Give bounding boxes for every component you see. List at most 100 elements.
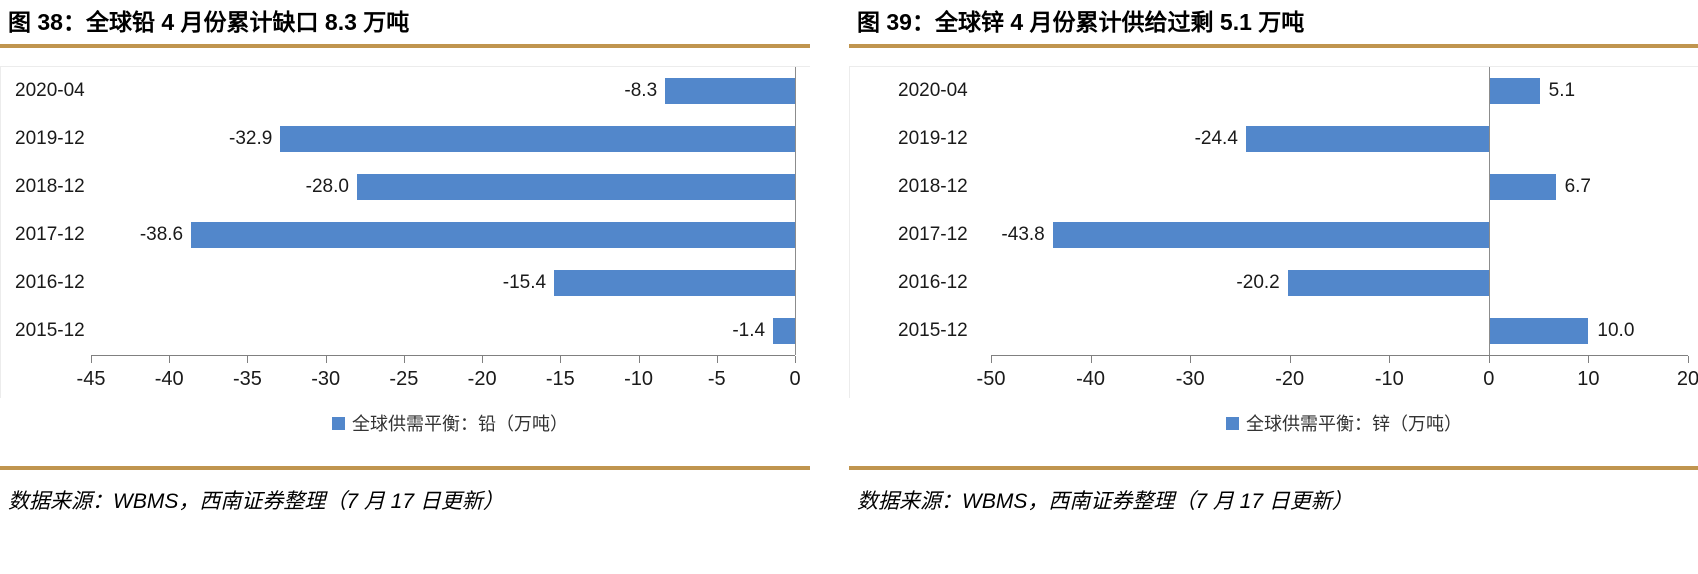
x-axis: -45 -40 -35 -30 -25 -20 -15 -10 -5 0 [77, 356, 801, 398]
value-label: -28.0 [305, 176, 349, 197]
bar [191, 222, 795, 248]
bar [554, 270, 795, 296]
value-label: -8.3 [624, 80, 658, 101]
source-text: 数据来源：WBMS，西南证券整理（7 月 17 日更新） [857, 490, 1353, 513]
bar [1488, 174, 1556, 200]
x-axis-tick [795, 356, 796, 363]
legend-swatch-icon [332, 416, 345, 430]
category-label: 2020-04 [15, 80, 85, 101]
x-axis-tick [482, 356, 484, 363]
x-axis-tick-label: -30 [311, 368, 341, 390]
x-axis-tick-label: -15 [545, 368, 575, 390]
report-figure-row: 图 38：全球铅 4 月份累计缺口 8.3 万吨 2020-04 2019-12 2… [0, 0, 1698, 515]
x-axis-tick-label: 10 [1577, 368, 1600, 390]
x-axis-tick-label: -10 [1374, 368, 1404, 390]
bar-chart-lead: 2020-04 2019-12 2018-12 2017-12 2016-12 2015-… [0, 66, 810, 398]
bar [665, 78, 795, 104]
x-axis-tick [638, 356, 640, 363]
bar [1052, 222, 1489, 248]
legend-swatch-icon [1226, 416, 1239, 430]
bar [280, 126, 795, 152]
bar [1488, 78, 1540, 104]
x-axis-tick-label: -40 [1076, 368, 1106, 390]
value-label: -15.4 [502, 272, 547, 293]
x-axis-tick-label: -45 [76, 368, 106, 390]
x-axis-tick-label: -50 [976, 368, 1006, 390]
x-axis-tick [247, 356, 249, 363]
legend: 全球供需平衡：锌（万吨） [990, 410, 1698, 436]
title-rule [849, 44, 1698, 48]
legend-label: 全球供需平衡：铅（万吨） [352, 414, 568, 434]
x-axis-tick [1389, 356, 1391, 363]
value-label: 6.7 [1564, 176, 1591, 197]
bar-chart-zinc: 2020-04 2019-12 2018-12 2017-12 2016-12 2015-… [849, 66, 1698, 398]
x-axis-tick [169, 356, 171, 363]
x-axis-tick-label: -25 [389, 368, 419, 390]
chart-panel-lead: 图 38：全球铅 4 月份累计缺口 8.3 万吨 2020-04 2019-12 2… [0, 0, 849, 515]
x-axis-tick-label: -35 [232, 368, 262, 390]
x-axis-tick-label: 20 [1676, 368, 1698, 390]
figure-title-lead: 图 38：全球铅 4 月份累计缺口 8.3 万吨 [8, 9, 410, 35]
value-label: -20.2 [1236, 272, 1280, 293]
category-label: 2016-12 [898, 272, 968, 293]
x-axis-tick-label: 0 [789, 368, 801, 390]
value-label: -32.9 [229, 128, 273, 149]
value-label: 5.1 [1548, 80, 1576, 101]
legend-label: 全球供需平衡：锌（万吨） [1246, 414, 1462, 434]
x-axis-tick-label: 0 [1483, 368, 1495, 390]
x-axis-tick [403, 356, 405, 363]
x-axis-tick [1090, 356, 1092, 363]
x-axis-tick-label: -20 [467, 368, 497, 390]
category-label: 2015-12 [15, 320, 85, 341]
value-label: 10.0 [1597, 320, 1635, 341]
x-axis-tick [716, 356, 718, 363]
title-rule [0, 44, 810, 48]
category-label: 2019-12 [898, 128, 968, 149]
figure-title-zinc: 图 39：全球锌 4 月份累计供给过剩 5.1 万吨 [857, 9, 1305, 35]
x-axis-tick [1588, 356, 1590, 363]
source-rule [849, 466, 1698, 470]
category-axis: 2020-04 2019-12 2018-12 2017-12 2016-12 2015-… [850, 67, 991, 398]
bar [1488, 318, 1589, 344]
value-label: -38.6 [139, 224, 184, 245]
chart-panel-zinc: 图 39：全球锌 4 月份累计供给过剩 5.1 万吨 2020-04 2019-1… [849, 0, 1698, 515]
value-label: -43.8 [1001, 224, 1045, 245]
x-axis-tick-label: -40 [154, 368, 184, 390]
plot-area: -8.3 -32.9 -28.0 -38.6 -15.4 -1.4 [91, 67, 796, 356]
x-axis-tick-label: -20 [1275, 368, 1305, 390]
category-label: 2018-12 [898, 176, 968, 197]
bar [1245, 126, 1489, 152]
x-axis-tick [1289, 356, 1291, 363]
plot-wrap: -8.3 -32.9 -28.0 -38.6 -15.4 -1.4 -45 -40 -35 -3… [77, 67, 801, 398]
category-label: 2018-12 [15, 176, 85, 197]
x-axis-tick-label: -5 [707, 368, 726, 390]
plot-area: 5.1 -24.4 6.7 -43.8 -20.2 10.0 [991, 67, 1688, 356]
category-label: 2017-12 [15, 224, 85, 245]
category-label: 2019-12 [15, 128, 85, 149]
x-axis-tick [560, 356, 562, 363]
x-axis-tick-label: -10 [624, 368, 653, 390]
value-label: -24.4 [1194, 128, 1238, 149]
x-axis-tick [1190, 356, 1192, 363]
x-axis-tick-label: -30 [1175, 368, 1205, 390]
x-axis-tick [325, 356, 327, 363]
category-label: 2015-12 [898, 320, 968, 341]
zero-axis-line [795, 67, 796, 355]
source-rule [0, 466, 810, 470]
bar [1287, 270, 1489, 296]
category-label: 2017-12 [898, 224, 968, 245]
x-axis: -50 -40 -30 -20 -10 0 10 20 [977, 356, 1698, 398]
legend: 全球供需平衡：铅（万吨） [90, 410, 810, 436]
x-axis-tick [1688, 356, 1689, 363]
x-axis-tick [1488, 356, 1490, 363]
source-text: 数据来源：WBMS，西南证券整理（7 月 17 日更新） [8, 490, 504, 513]
bar [773, 318, 795, 344]
x-axis-tick [91, 356, 92, 363]
category-axis: 2020-04 2019-12 2018-12 2017-12 2016-12 2015-… [1, 67, 91, 398]
plot-wrap: 5.1 -24.4 6.7 -43.8 -20.2 10.0 -50 -40 -30 -20 -1… [977, 67, 1698, 398]
x-axis-tick [991, 356, 992, 363]
zero-axis-line [1488, 67, 1490, 355]
category-label: 2016-12 [15, 272, 85, 293]
bar [356, 174, 795, 200]
value-label: -1.4 [732, 320, 766, 341]
